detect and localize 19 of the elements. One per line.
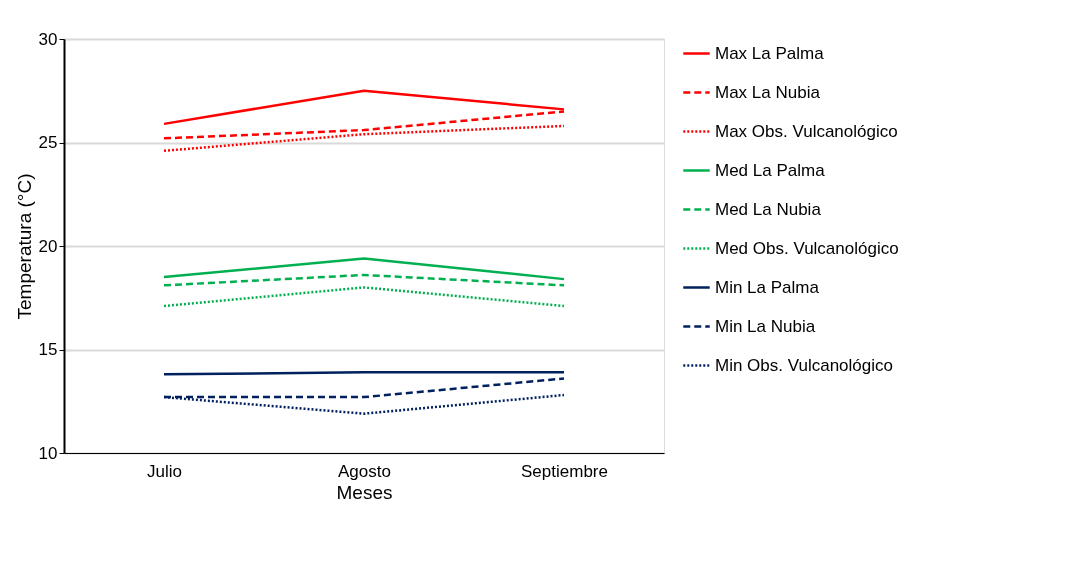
legend-label: Med La Nubia: [715, 199, 822, 219]
y-tick-label: 20: [38, 236, 58, 256]
y-tick-label: 10: [38, 443, 58, 463]
y-tick-label: 25: [38, 133, 58, 152]
legend-label: Max La Palma: [715, 43, 825, 63]
legend-label: Min La Nubia: [715, 316, 816, 336]
y-tick-label: 30: [38, 29, 58, 49]
x-axis-title: Meses: [336, 481, 393, 503]
x-tick-label: Agosto: [338, 461, 391, 481]
legend-label: Max Obs. Vulcanológico: [715, 121, 898, 141]
legend-label: Max La Nubia: [715, 82, 821, 102]
legend-label: Min La Palma: [715, 277, 820, 297]
x-tick-label: Septiembre: [521, 461, 608, 481]
legend-label: Med La Palma: [715, 160, 826, 180]
x-tick-label: Julio: [147, 461, 182, 481]
legend-label: Min Obs. Vulcanológico: [715, 355, 893, 375]
y-axis-title: Temperatura (°C): [13, 173, 35, 320]
legend-label: Med Obs. Vulcanológico: [715, 238, 899, 258]
y-tick-label: 15: [38, 340, 58, 359]
